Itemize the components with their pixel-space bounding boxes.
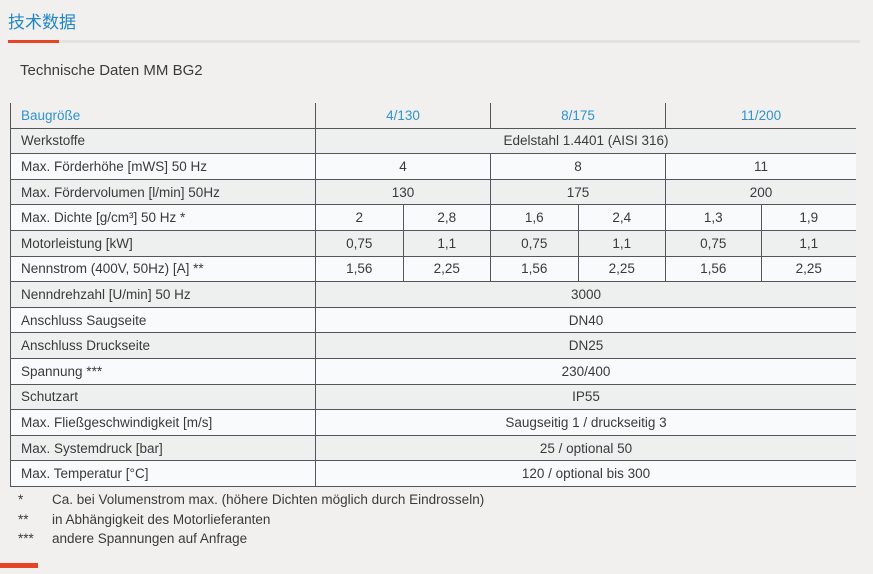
row-value: 1,6 — [490, 205, 578, 230]
next-section-accent-bar — [0, 563, 38, 568]
footnote-text: in Abhängigkeit des Motorlieferanten — [52, 511, 271, 527]
row-value: 1,1 — [577, 230, 666, 256]
row-value: 1,56 — [490, 256, 578, 282]
row-value: 0,75 — [665, 230, 761, 256]
title-underline — [8, 40, 860, 43]
table-header-row: Baugröße 4/130 8/175 11/200 — [11, 103, 856, 129]
table-row: Max. Förderhöhe [mWS] 50 Hz 4 8 11 — [11, 154, 856, 180]
row-value: 175 — [490, 179, 665, 205]
table-row: Werkstoffe Edelstahl 1.4401 (AISI 316) — [11, 128, 856, 155]
row-label: Max. Temperatur [°C] — [21, 466, 149, 482]
row-label: Motorleistung [kW] — [21, 235, 133, 251]
table-row: Max. Fördervolumen [l/min] 50Hz 130 175 200 — [11, 179, 856, 206]
row-value: IP55 — [315, 384, 856, 410]
row-label: Anschluss Saugseite — [21, 312, 147, 328]
footnote-symbol: * — [18, 492, 24, 508]
row-label: Nennstrom (400V, 50Hz) [A] ** — [21, 261, 204, 277]
row-value: 1,56 — [315, 256, 403, 282]
row-value: DN40 — [315, 307, 856, 333]
row-value: 1,1 — [760, 230, 857, 256]
table-row: Max. Systemdruck [bar] 25 / optional 50 — [11, 435, 856, 462]
table-body: Werkstoffe Edelstahl 1.4401 (AISI 316) Max… — [11, 128, 857, 487]
table-row: Schutzart IP55 — [11, 384, 856, 411]
row-label: Max. Fördervolumen [l/min] 50Hz — [21, 184, 220, 200]
row-value: 1,1 — [402, 230, 491, 256]
table-row: Motorleistung [kW] 0,75 1,1 0,75 1,1 0,75 1,1 — [11, 230, 857, 257]
row-value: 230/400 — [315, 358, 856, 384]
table-header-column: 8/175 — [490, 103, 665, 128]
footnote: *** andere Spannungen auf Anfrage — [18, 529, 484, 549]
row-value: DN25 — [315, 333, 856, 358]
row-value: 1,3 — [665, 205, 761, 230]
table-row: Max. Dichte [g/cm³] 50 Hz * 2 2,8 1,6 2,4 1,3… — [11, 205, 856, 231]
footnote-symbol: ** — [18, 511, 29, 527]
table-row: Max. Temperatur [°C] 120 / optional bis 3… — [11, 461, 856, 487]
row-value: 25 / optional 50 — [315, 435, 856, 461]
row-label: Schutzart — [21, 389, 79, 405]
table-row: Nennstrom (400V, 50Hz) [A] ** 1,56 2,25 1,5… — [11, 256, 857, 283]
row-label: Max. Fließgeschwindigkeit [m/s] — [21, 414, 213, 430]
row-value: 4 — [315, 154, 490, 179]
row-label: Max. Dichte [g/cm³] 50 Hz * — [21, 210, 186, 226]
footnote: * Ca. bei Volumenstrom max. (höhere Dich… — [18, 490, 484, 510]
row-value: 3000 — [315, 282, 856, 307]
table-row: Anschluss Druckseite DN25 — [11, 333, 856, 359]
row-value: 1,9 — [760, 205, 857, 230]
row-value: 120 / optional bis 300 — [315, 461, 856, 486]
table-row: Anschluss Saugseite DN40 — [11, 307, 856, 334]
title-underline-accent — [8, 40, 59, 43]
row-value: 200 — [665, 179, 856, 205]
row-value: 11 — [665, 154, 856, 179]
table-row: Nenndrehzahl [U/min] 50 Hz 3000 — [11, 282, 856, 308]
footnotes: * Ca. bei Volumenstrom max. (höhere Dich… — [18, 490, 484, 549]
row-label: Werkstoffe — [21, 133, 86, 149]
row-value: Edelstahl 1.4401 (AISI 316) — [315, 128, 856, 154]
row-value: 1,56 — [665, 256, 761, 282]
row-label: Spannung *** — [21, 363, 103, 379]
row-label: Max. Systemdruck [bar] — [21, 440, 163, 456]
row-value: 8 — [490, 154, 665, 179]
row-value: Saugseitig 1 / druckseitig 3 — [315, 410, 856, 435]
table-header-column: 4/130 — [315, 103, 490, 128]
technical-data-table: Baugröße 4/130 8/175 11/200 Werkstoffe Ed… — [10, 103, 856, 487]
table-row: Spannung *** 230/400 — [11, 358, 856, 385]
row-label: Max. Förderhöhe [mWS] 50 Hz — [21, 158, 208, 174]
table-header-column: 11/200 — [665, 103, 856, 128]
page-title: 技术数据 — [8, 13, 76, 32]
footnote-text: andere Spannungen auf Anfrage — [52, 531, 248, 547]
table-title: Technische Daten MM BG2 — [20, 62, 203, 79]
row-value: 0,75 — [490, 230, 578, 256]
footnote-symbol: *** — [18, 531, 34, 547]
row-label: Nenndrehzahl [U/min] 50 Hz — [21, 286, 191, 302]
table-row: Max. Fließgeschwindigkeit [m/s] Saugseiti… — [11, 410, 856, 436]
row-value: 0,75 — [315, 230, 403, 256]
footnote-text: Ca. bei Volumenstrom max. (höhere Dichte… — [52, 492, 485, 508]
table-header-label: Baugröße — [21, 107, 81, 123]
row-label: Anschluss Druckseite — [21, 338, 151, 354]
row-value: 2 — [315, 205, 403, 230]
row-value: 2,25 — [402, 256, 491, 282]
row-value: 2,8 — [402, 205, 491, 230]
row-value: 2,4 — [577, 205, 666, 230]
footnote: ** in Abhängigkeit des Motorlieferanten — [18, 510, 484, 530]
row-value: 130 — [315, 179, 490, 205]
row-value: 2,25 — [760, 256, 857, 282]
row-value: 2,25 — [577, 256, 666, 282]
